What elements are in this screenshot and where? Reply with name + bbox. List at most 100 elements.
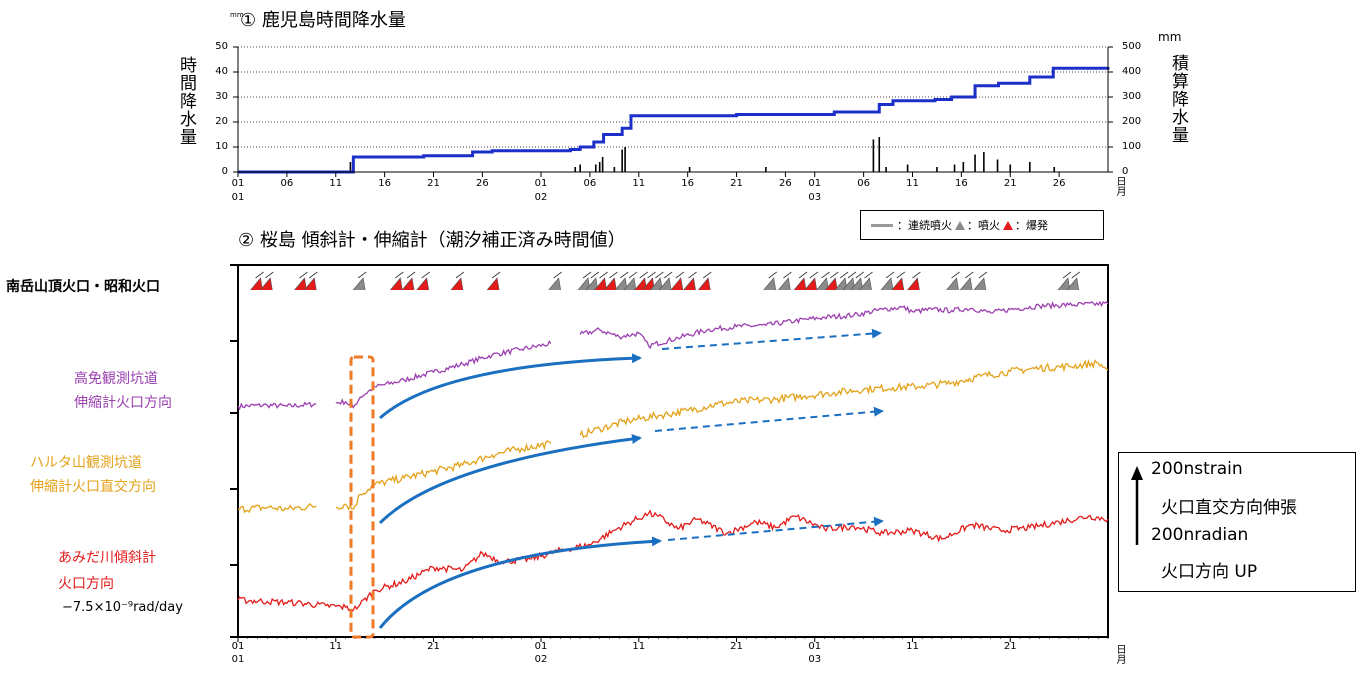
- hourly-rain-bar: [1053, 167, 1056, 172]
- hourly-rain-bar: [872, 139, 875, 172]
- tilt-x-tick-label: 11: [632, 641, 646, 652]
- explosion-marker: [907, 277, 920, 291]
- plume-line: [647, 271, 656, 279]
- explosion-marker: [294, 277, 307, 291]
- tilt-x-tick-label: 01: [808, 641, 822, 652]
- rain-x-tick-label: 01: [231, 178, 245, 189]
- eruption-marker: [658, 277, 672, 291]
- rain-right-tick-label: 200: [1122, 116, 1142, 127]
- rain-x-tick-label: 21: [1003, 178, 1017, 189]
- rain-right-tick-label: 0: [1122, 166, 1129, 177]
- plume-line: [809, 271, 819, 279]
- tilt-scale-value: 200nradian: [1151, 525, 1249, 545]
- eruption-marker: [960, 277, 973, 291]
- rain-left-axis-label: 時間降水量: [176, 56, 196, 146]
- rain-right-tick-label: 500: [1122, 41, 1142, 52]
- tilt-chart-title: ② 桜島 傾斜計・伸縮計（潮汐補正済み時間値）: [238, 230, 626, 251]
- tilt-series-line-1: [237, 358, 1109, 514]
- plume-line: [582, 271, 592, 279]
- amida-label-line1: あみだ川傾斜計: [58, 550, 156, 566]
- amida-label-line2: 火口方向: [58, 576, 114, 592]
- koumen-trend-arrow: [379, 353, 642, 420]
- plume-line: [675, 271, 685, 279]
- eruption-marker: [585, 277, 599, 291]
- hourly-rain-bar: [962, 162, 965, 172]
- hourly-rain-bar: [579, 164, 581, 172]
- tilt-series-line-2: [237, 509, 1109, 613]
- rain-right-tick-label: 100: [1122, 141, 1142, 152]
- eruption-marker: [763, 277, 777, 291]
- eruption-marker: [880, 277, 894, 291]
- rain-right-tick-label: 400: [1122, 66, 1142, 77]
- plume-line: [821, 271, 830, 279]
- eruption-marker: [1066, 277, 1080, 291]
- strain-scale-desc: 火口直交方向伸張: [1161, 498, 1297, 518]
- tilt-x-tick-label: 11: [906, 641, 919, 652]
- scale-arrow-head: [1131, 466, 1143, 480]
- rain-right-ticks: [1108, 46, 1113, 173]
- eruption-marker: [352, 277, 366, 291]
- plume-line: [455, 271, 465, 279]
- plume-line: [896, 271, 906, 279]
- plume-line: [255, 271, 264, 279]
- tilt-x-tick-label: 21: [730, 641, 743, 652]
- plume-line: [688, 271, 697, 279]
- rain-chart-title: ① 鹿児島時間降水量: [240, 10, 406, 31]
- rain-left-tick-label: 10: [215, 141, 228, 152]
- hourly-rain-bar: [574, 167, 577, 172]
- eruption-marker: [614, 277, 628, 291]
- rain-x-tick-label: 01: [808, 178, 822, 189]
- eruption-marker: [850, 277, 864, 291]
- hourly-rain-bar: [885, 167, 887, 172]
- explosion-marker: [804, 277, 818, 291]
- plume-line: [421, 271, 430, 279]
- plume-line: [619, 271, 629, 279]
- rain-x-month-label: 01: [231, 192, 245, 203]
- plume-line: [639, 271, 648, 279]
- hourly-rain-bar: [688, 167, 691, 172]
- continuous-eruption-swatch: [871, 223, 893, 227]
- hourly-rain-bar: [996, 159, 999, 172]
- explosion-marker: [594, 277, 607, 291]
- eruption-marker: [859, 277, 872, 291]
- rain-x-tick-label: 06: [583, 178, 597, 189]
- highlight-period-box: [349, 355, 375, 639]
- haruta-trend-arrow: [378, 434, 642, 525]
- hourly-rain-bar: [621, 149, 623, 172]
- plume-line: [590, 271, 600, 279]
- tilt-scale-desc: 火口方向 UP: [1161, 562, 1258, 582]
- plume-line: [599, 271, 608, 279]
- amida-dashed-trend: [667, 516, 884, 541]
- tilt-strain-chart: [230, 264, 1143, 642]
- rain-x-tick-label: 06: [857, 178, 870, 189]
- eruption-marker: [1057, 277, 1071, 291]
- rain-left-tick-label: 40: [215, 66, 228, 77]
- eruption-marker: [623, 277, 637, 291]
- explosion-marker: [486, 277, 500, 291]
- koumen-label-line1: 高免観測坑道: [74, 371, 158, 387]
- rain-right-unit: mm: [1158, 30, 1182, 44]
- rain-right-tick-label: 300: [1122, 91, 1142, 102]
- tilt-x-ticks: [237, 637, 1109, 642]
- explosion-marker: [450, 277, 464, 291]
- plume-line: [609, 271, 618, 279]
- hourly-rain-bar: [953, 164, 956, 172]
- explosion-marker: [825, 277, 838, 291]
- amida-trend-arrow: [378, 536, 662, 629]
- eruption-row-label: 南岳山頂火口・昭和火口: [6, 279, 160, 295]
- eruption-marker: [650, 277, 663, 291]
- plume-line: [978, 271, 988, 279]
- rain-x-tick-label: 11: [632, 178, 646, 189]
- strain-scale-value: 200nstrain: [1151, 459, 1243, 479]
- rain-left-unit: mm: [230, 11, 244, 19]
- explosion-marker: [604, 277, 617, 291]
- hourly-rain-bar: [594, 164, 597, 172]
- rain-x-tick-label: 26: [779, 178, 792, 189]
- rain-x-tick-label: 26: [1052, 178, 1066, 189]
- rain-left-ticks: [233, 46, 238, 173]
- eruption-legend: ：連続噴火 ：噴火 ：爆発: [860, 210, 1104, 240]
- plume-line: [912, 271, 921, 279]
- rain-chart-gridlines: [238, 46, 1108, 148]
- explosion-icon: [1003, 220, 1013, 230]
